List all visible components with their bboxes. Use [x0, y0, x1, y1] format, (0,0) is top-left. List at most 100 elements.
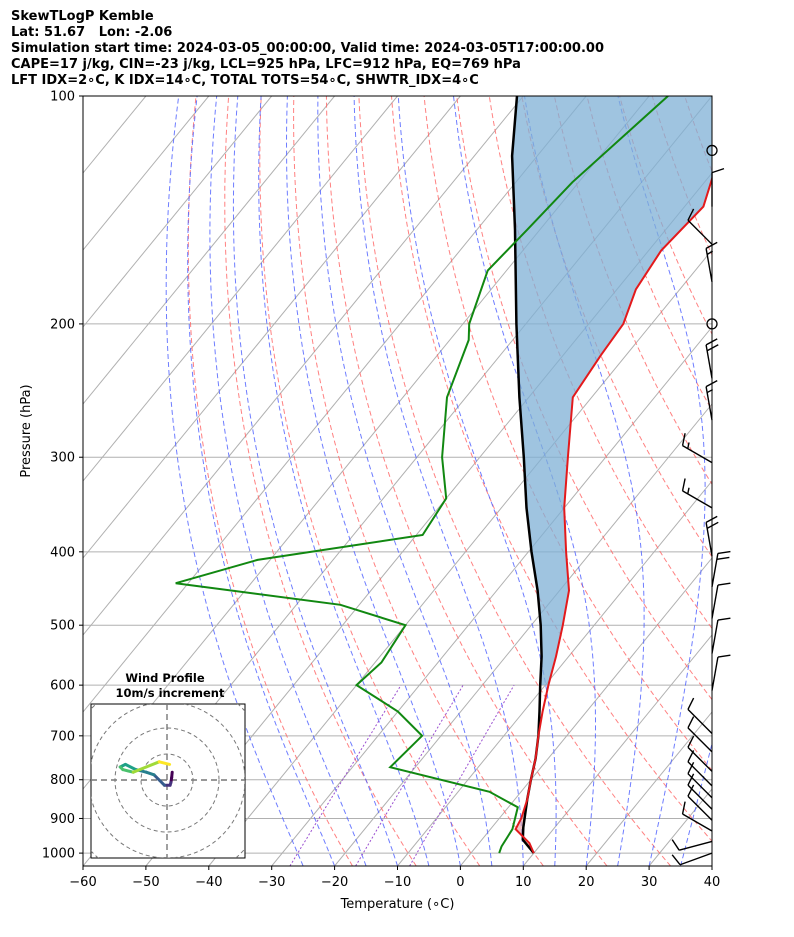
wind-barb-flag: [687, 716, 695, 729]
hodograph-trace-segment: [131, 765, 148, 774]
isotherm-line: [271, 326, 712, 866]
wind-barb: [687, 784, 713, 821]
wind-barb: [687, 773, 713, 810]
x-tick-label: 0: [456, 875, 464, 890]
hodograph-trace-segment: [144, 760, 161, 769]
wind-barb-calm: [706, 318, 718, 330]
isotherm-line: [397, 480, 712, 866]
moist-adiabat: [353, 96, 524, 866]
header-times: Simulation start time: 2024-03-05_00:00:…: [11, 41, 604, 56]
mixing-ratio-line: [409, 684, 515, 866]
wind-barb: [681, 801, 713, 832]
header-title: SkewTLogP Kemble: [11, 9, 154, 24]
isotherm-line: [83, 96, 84, 97]
dry-adiabat: [391, 96, 712, 842]
y-tick-label: 100: [50, 90, 75, 105]
isotherm-line: [522, 634, 712, 866]
cape-shading: [512, 96, 712, 686]
wind-barb-staff: [687, 761, 713, 787]
x-tick-label: −10: [384, 875, 411, 890]
x-tick-label: −50: [132, 875, 159, 890]
y-axis-label: Pressure (hPa): [19, 384, 34, 477]
isotherm-line: [775, 96, 794, 866]
wind-barb-staff: [682, 813, 713, 832]
y-tick-label: 1000: [42, 847, 75, 862]
moist-adiabat: [524, 96, 645, 866]
moist-adiabat: [232, 96, 398, 866]
dry-adiabat: [750, 96, 794, 866]
temperature-line: [514, 175, 712, 854]
x-tick-label: −60: [69, 875, 96, 890]
y-tick-label: 800: [50, 773, 75, 788]
wind-barb: [687, 208, 713, 245]
moist-adiabat: [397, 96, 557, 866]
wind-barb: [705, 338, 719, 379]
wind-barb: [687, 762, 713, 799]
hodograph-plot: [91, 704, 245, 858]
wind-barb: [711, 582, 731, 619]
wind-barb-staff: [682, 445, 713, 464]
wind-barb-flag: [681, 478, 686, 492]
wind-barb: [706, 144, 718, 157]
dry-adiabat: [259, 96, 481, 866]
dry-adiabat: [717, 96, 794, 866]
wind-barb: [671, 839, 713, 851]
dry-adiabat: [187, 96, 353, 866]
wind-barb-staff: [687, 795, 713, 821]
x-axis-label: Temperature (∘C): [340, 897, 455, 912]
wind-barb: [705, 380, 718, 421]
header-location: Lat: 51.67 Lon: -2.06: [11, 25, 173, 40]
wind-barb: [681, 433, 713, 464]
hodograph-title: Wind Profile: [125, 671, 205, 685]
wind-barb-staff: [687, 784, 713, 810]
wind-barb-staff: [682, 490, 713, 509]
wind-barb-flag: [717, 654, 731, 658]
moist-adiabat: [744, 96, 794, 866]
hodograph-frame: [90, 703, 246, 859]
wind-barb-staff: [687, 219, 713, 245]
wind-barb-flag: [706, 344, 719, 352]
wind-barb: [687, 697, 713, 734]
wind-barb-staff: [711, 656, 719, 691]
wind-barb-flag: [681, 433, 686, 446]
wind-barb-flag: [687, 697, 695, 710]
moist-adiabat: [617, 96, 706, 866]
isotherm-line: [208, 249, 712, 866]
isotherm-line: [83, 96, 273, 328]
x-tick-label: −40: [195, 875, 222, 890]
wind-barb-flag: [717, 582, 731, 586]
wind-barb-flag: [687, 208, 695, 221]
wind-barb-flag: [717, 617, 731, 621]
wind-barb: [711, 550, 731, 587]
hodograph-inset: [90, 703, 246, 859]
y-tick-label: 600: [50, 679, 75, 694]
wind-barb-flag: [705, 241, 718, 250]
dry-adiabat: [684, 96, 712, 173]
moist-adiabat: [187, 96, 336, 866]
wind-barb-staff: [687, 773, 713, 799]
isotherm-line: [83, 96, 461, 559]
moist-adiabat: [209, 96, 367, 866]
isotherm-line: [711, 865, 712, 866]
isotherm-line: [585, 711, 712, 866]
wind-barb-flag: [671, 854, 681, 866]
dry-adiabat: [325, 96, 608, 866]
moist-adiabat: [258, 96, 430, 866]
x-tick-label: 20: [578, 875, 595, 890]
wind-barb: [687, 716, 713, 753]
wind-barb-half-flag: [706, 250, 714, 255]
dry-adiabat: [651, 96, 712, 256]
moist-adiabat: [711, 864, 712, 866]
isotherm-line: [460, 557, 712, 866]
wind-barb-staff: [678, 840, 713, 851]
wind-barb: [711, 654, 731, 691]
x-tick-label: −30: [258, 875, 285, 890]
wind-barb-staff: [687, 727, 713, 753]
wind-barb: [711, 167, 725, 207]
isotherm-line: [334, 403, 712, 866]
y-tick-label: 500: [50, 619, 75, 634]
wind-barb-staff: [687, 746, 713, 772]
wind-barb: [687, 735, 713, 772]
wind-barb-staff: [711, 619, 719, 654]
mixing-ratio-line: [355, 684, 464, 866]
